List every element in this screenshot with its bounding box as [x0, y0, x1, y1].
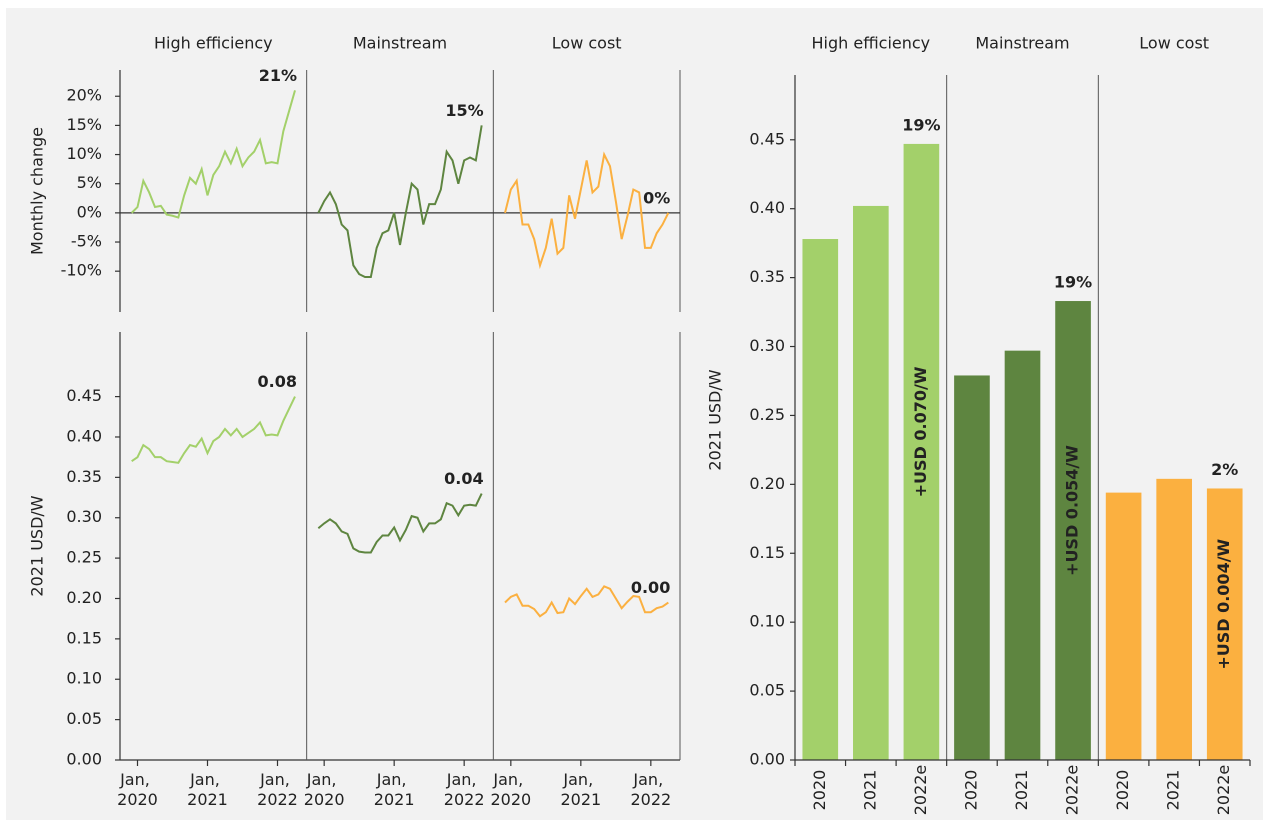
change-label: 19%: [902, 115, 940, 134]
y-tick-label: 0.05: [66, 709, 102, 728]
bar: [1105, 492, 1142, 760]
x-tick-label: Jan, 2022: [630, 770, 671, 809]
panel-header: Low cost: [552, 34, 622, 53]
bar: [853, 205, 889, 760]
bar: [802, 239, 839, 760]
y-tick-label: 0.45: [749, 129, 785, 148]
y-tick-label: -10%: [61, 261, 102, 280]
panel-background: [6, 8, 1263, 820]
end-label: 0.00: [631, 578, 670, 597]
group-header: Mainstream: [975, 34, 1069, 53]
y-axis-label: 2021 USD/W: [706, 369, 725, 470]
y-tick-label: 0.00: [749, 750, 785, 769]
end-label: 0%: [643, 188, 670, 207]
x-tick-label: Jan, 2020: [490, 770, 531, 809]
line: [317, 125, 483, 279]
x-tick-label: Jan, 2022: [257, 770, 298, 809]
x-tick-label: Jan, 2021: [560, 770, 601, 809]
end-label: 15%: [445, 101, 483, 120]
increase-label: +USD 0.004/W: [1214, 538, 1233, 669]
y-tick-label: 0.05: [749, 681, 785, 700]
x-tick-label: 2020: [810, 770, 829, 811]
y-tick-label: 15%: [66, 115, 102, 134]
y-tick-label: 0.40: [66, 426, 102, 445]
x-tick-label: Jan, 2022: [444, 770, 485, 809]
x-tick-label: 2021: [1164, 770, 1183, 811]
line: [504, 151, 670, 270]
x-tick-label: Jan, 2020: [304, 770, 345, 809]
x-tick-label: Jan, 2021: [187, 770, 228, 809]
end-label: 21%: [259, 66, 297, 85]
line: [130, 90, 296, 219]
x-tick-label: 2021: [860, 770, 879, 811]
y-tick-label: 0.10: [66, 669, 102, 688]
bar: [1055, 301, 1091, 760]
y-tick-label: 0.25: [66, 548, 102, 567]
x-tick-label: 2022e: [911, 765, 930, 816]
y-tick-label: 0.30: [66, 507, 102, 526]
change-label: 2%: [1211, 460, 1238, 479]
x-tick-label: 2022e: [1214, 765, 1233, 816]
y-axis-label: 2021 USD/W: [28, 495, 47, 596]
panel-header: High efficiency: [154, 34, 273, 53]
y-tick-label: 0.20: [749, 474, 785, 493]
increase-label: +USD 0.070/W: [911, 366, 930, 497]
y-tick-label: 0.15: [66, 628, 102, 647]
y-tick-label: 0.40: [749, 198, 785, 217]
end-label: 0.04: [444, 469, 483, 488]
y-tick-label: 10%: [66, 144, 102, 163]
x-tick-label: 2020: [961, 770, 980, 811]
line: [317, 493, 483, 554]
x-tick-label: Jan, 2021: [374, 770, 415, 809]
end-label: 0.08: [258, 372, 297, 391]
group-header: Low cost: [1139, 34, 1209, 53]
y-tick-label: 0.10: [749, 612, 785, 631]
bar: [1004, 350, 1041, 760]
line: [504, 585, 669, 618]
y-tick-label: 0%: [77, 202, 102, 221]
x-tick-label: 2021: [1012, 770, 1031, 811]
y-tick-label: 0.15: [749, 543, 785, 562]
x-tick-label: 2022e: [1063, 765, 1082, 816]
bar: [954, 375, 990, 760]
y-tick-label: 0.25: [749, 405, 785, 424]
y-tick-label: 20%: [66, 86, 102, 105]
line: [131, 396, 296, 464]
y-tick-label: 5%: [77, 173, 102, 192]
group-header: High efficiency: [811, 34, 930, 53]
y-tick-label: 0.00: [66, 750, 102, 769]
panel-header: Mainstream: [353, 34, 447, 53]
x-tick-label: 2020: [1113, 770, 1132, 811]
y-tick-label: -5%: [71, 232, 102, 251]
increase-label: +USD 0.054/W: [1063, 445, 1082, 576]
y-tick-label: 0.35: [66, 467, 102, 486]
change-label: 19%: [1054, 273, 1092, 292]
bar: [1206, 488, 1243, 760]
y-axis-label: Monthly change: [28, 127, 47, 255]
y-tick-label: 0.45: [66, 386, 102, 405]
bar: [1156, 478, 1192, 760]
y-tick-label: 0.30: [749, 336, 785, 355]
bar: [903, 143, 940, 761]
y-tick-label: 0.35: [749, 267, 785, 286]
x-tick-label: Jan, 2020: [117, 770, 158, 809]
y-tick-label: 0.20: [66, 588, 102, 607]
